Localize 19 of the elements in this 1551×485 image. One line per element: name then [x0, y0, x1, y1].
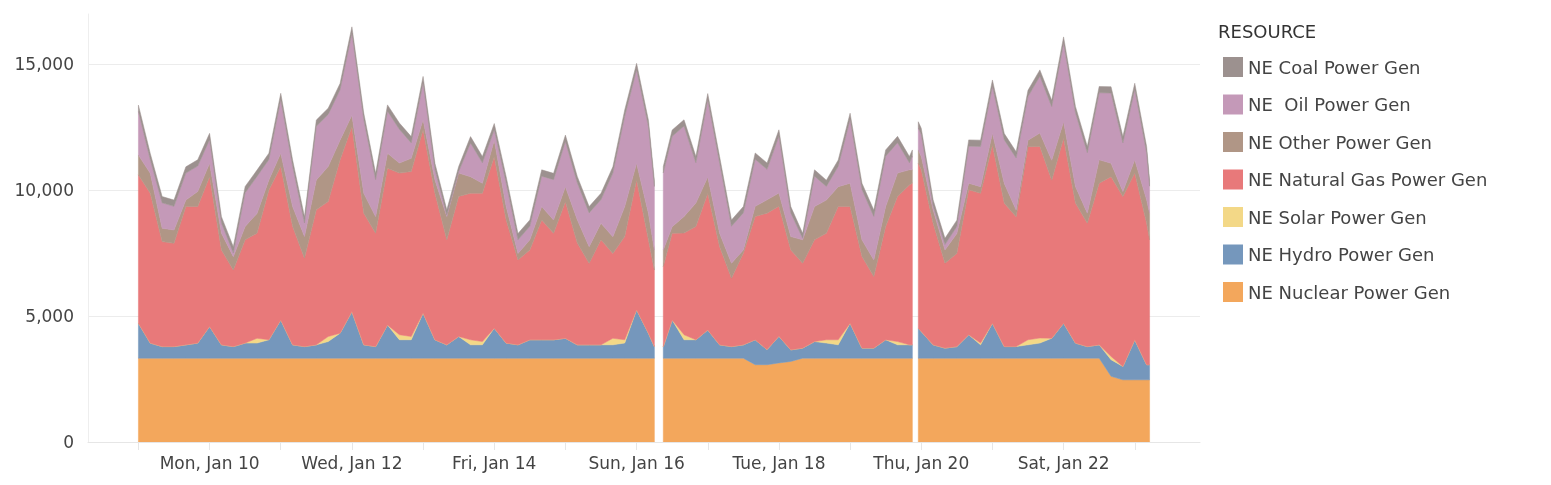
- x-tick-label: Wed, Jan 12: [301, 452, 403, 473]
- y-tick-label: 5,000: [25, 306, 74, 327]
- y-tick-label: 0: [63, 432, 74, 452]
- y-tick-label: 15,000: [14, 54, 74, 75]
- x-tick-label: Thu, Jan 20: [872, 452, 970, 473]
- legend-label: NE Coal Power Gen: [1248, 56, 1421, 78]
- legend-label: NE Oil Power Gen: [1248, 94, 1411, 115]
- x-tick-label: Fri, Jan 14: [452, 452, 537, 473]
- x-tick-label: Tue, Jan 18: [731, 452, 826, 473]
- x-tick-label: Mon, Jan 10: [159, 452, 260, 473]
- legend-label: NE Nuclear Power Gen: [1248, 281, 1451, 303]
- x-tick-label: Sat, Jan 22: [1017, 452, 1110, 473]
- x-tick-label: Sun, Jan 16: [588, 452, 685, 473]
- legend-title: RESOURCE: [1218, 20, 1317, 42]
- legend-label: NE Solar Power Gen: [1248, 206, 1427, 228]
- y-tick-label: 10,000: [14, 180, 74, 201]
- legend-label: NE Other Power Gen: [1248, 131, 1432, 153]
- legend-label: NE Natural Gas Power Gen: [1248, 169, 1488, 190]
- legend-label: NE Hydro Power Gen: [1248, 244, 1435, 265]
